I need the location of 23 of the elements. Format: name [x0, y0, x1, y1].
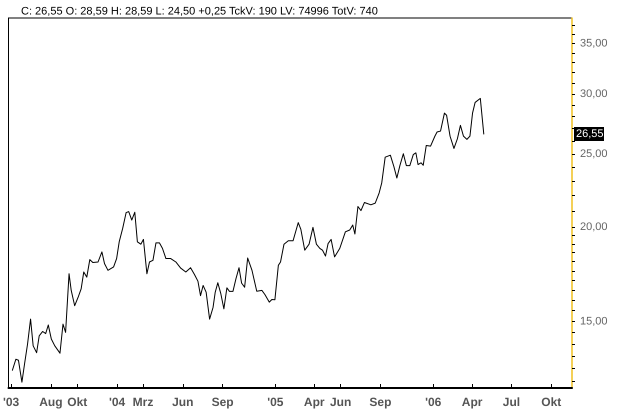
x-tick-label: Sep: [212, 395, 234, 409]
x-tick-label: Jul: [502, 395, 520, 409]
chart-title: C: 26,55 O: 28,59 H: 28,59 L: 24,50 +0,25 TckV: 190 LV: 74996 TotV: 740: [21, 6, 378, 18]
y-tick-label: 25,00: [580, 148, 608, 160]
x-tick-label: Okt: [541, 395, 562, 409]
x-tick-label: Sep: [369, 395, 392, 409]
x-tick-label: '05: [267, 395, 284, 409]
x-tick-label: Okt: [67, 395, 88, 409]
y-tick-label: 35,00: [580, 37, 608, 50]
x-tick-label: Apr: [462, 395, 483, 409]
text: 26,55: [576, 128, 604, 140]
x-tick-label: Jun: [172, 395, 194, 409]
y-tick-label: 30,00: [580, 88, 608, 100]
x-tick-label: Jun: [330, 395, 352, 409]
x-tick-label: Apr: [304, 395, 325, 409]
x-tick-label: '03: [3, 395, 20, 409]
x-tick-label: Aug: [39, 395, 63, 409]
x-tick-label: '04: [108, 395, 126, 409]
x-tick-label: Mrz: [132, 395, 154, 409]
y-tick-label: 15,00: [580, 315, 608, 328]
line-series: [12, 98, 484, 383]
y-tick-label: 20,00: [580, 221, 608, 234]
x-tick-label: '06: [425, 395, 442, 409]
